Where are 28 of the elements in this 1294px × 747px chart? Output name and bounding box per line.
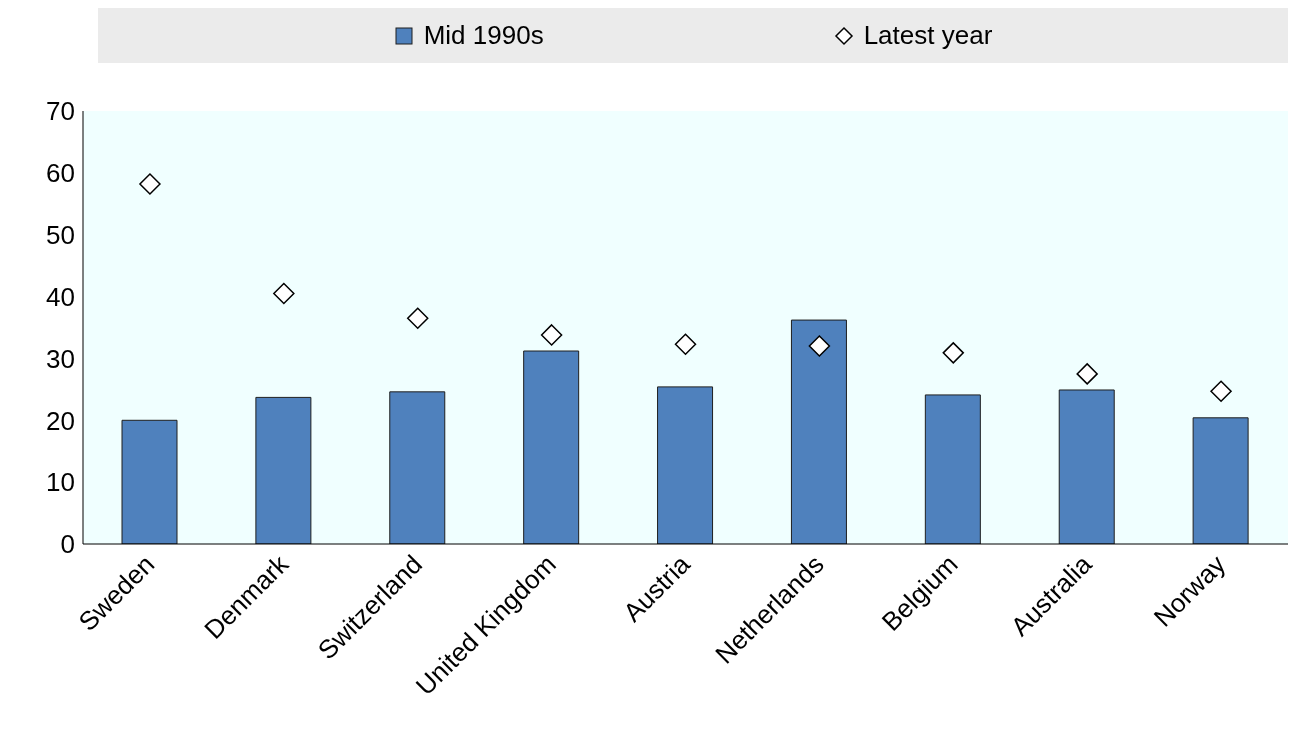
- y-tick-label: 40: [46, 281, 75, 312]
- point: [1210, 380, 1232, 402]
- point: [1076, 363, 1098, 385]
- legend-label: Latest year: [863, 20, 993, 51]
- bar: [523, 350, 580, 544]
- y-tick-label: 30: [46, 343, 75, 374]
- bar: [1058, 389, 1115, 544]
- bar: [255, 396, 312, 544]
- point: [273, 282, 295, 305]
- point: [942, 342, 965, 364]
- y-tick-label: 20: [46, 405, 75, 436]
- point: [139, 173, 161, 195]
- point: [674, 333, 697, 355]
- bar: [924, 394, 981, 544]
- y-tick-label: 50: [46, 219, 75, 250]
- point: [406, 307, 429, 329]
- bar: [389, 391, 446, 544]
- bar: [121, 419, 178, 544]
- bar: [1192, 417, 1249, 544]
- y-tick-label: 0: [60, 529, 75, 560]
- point: [808, 335, 831, 357]
- y-tick-label: 70: [46, 96, 75, 127]
- y-tick-label: 60: [46, 158, 75, 189]
- bar: [657, 386, 714, 544]
- point: [540, 324, 563, 346]
- bar: [790, 319, 847, 544]
- y-tick-label: 10: [46, 467, 75, 498]
- legend-label: Mid 1990s: [423, 20, 544, 51]
